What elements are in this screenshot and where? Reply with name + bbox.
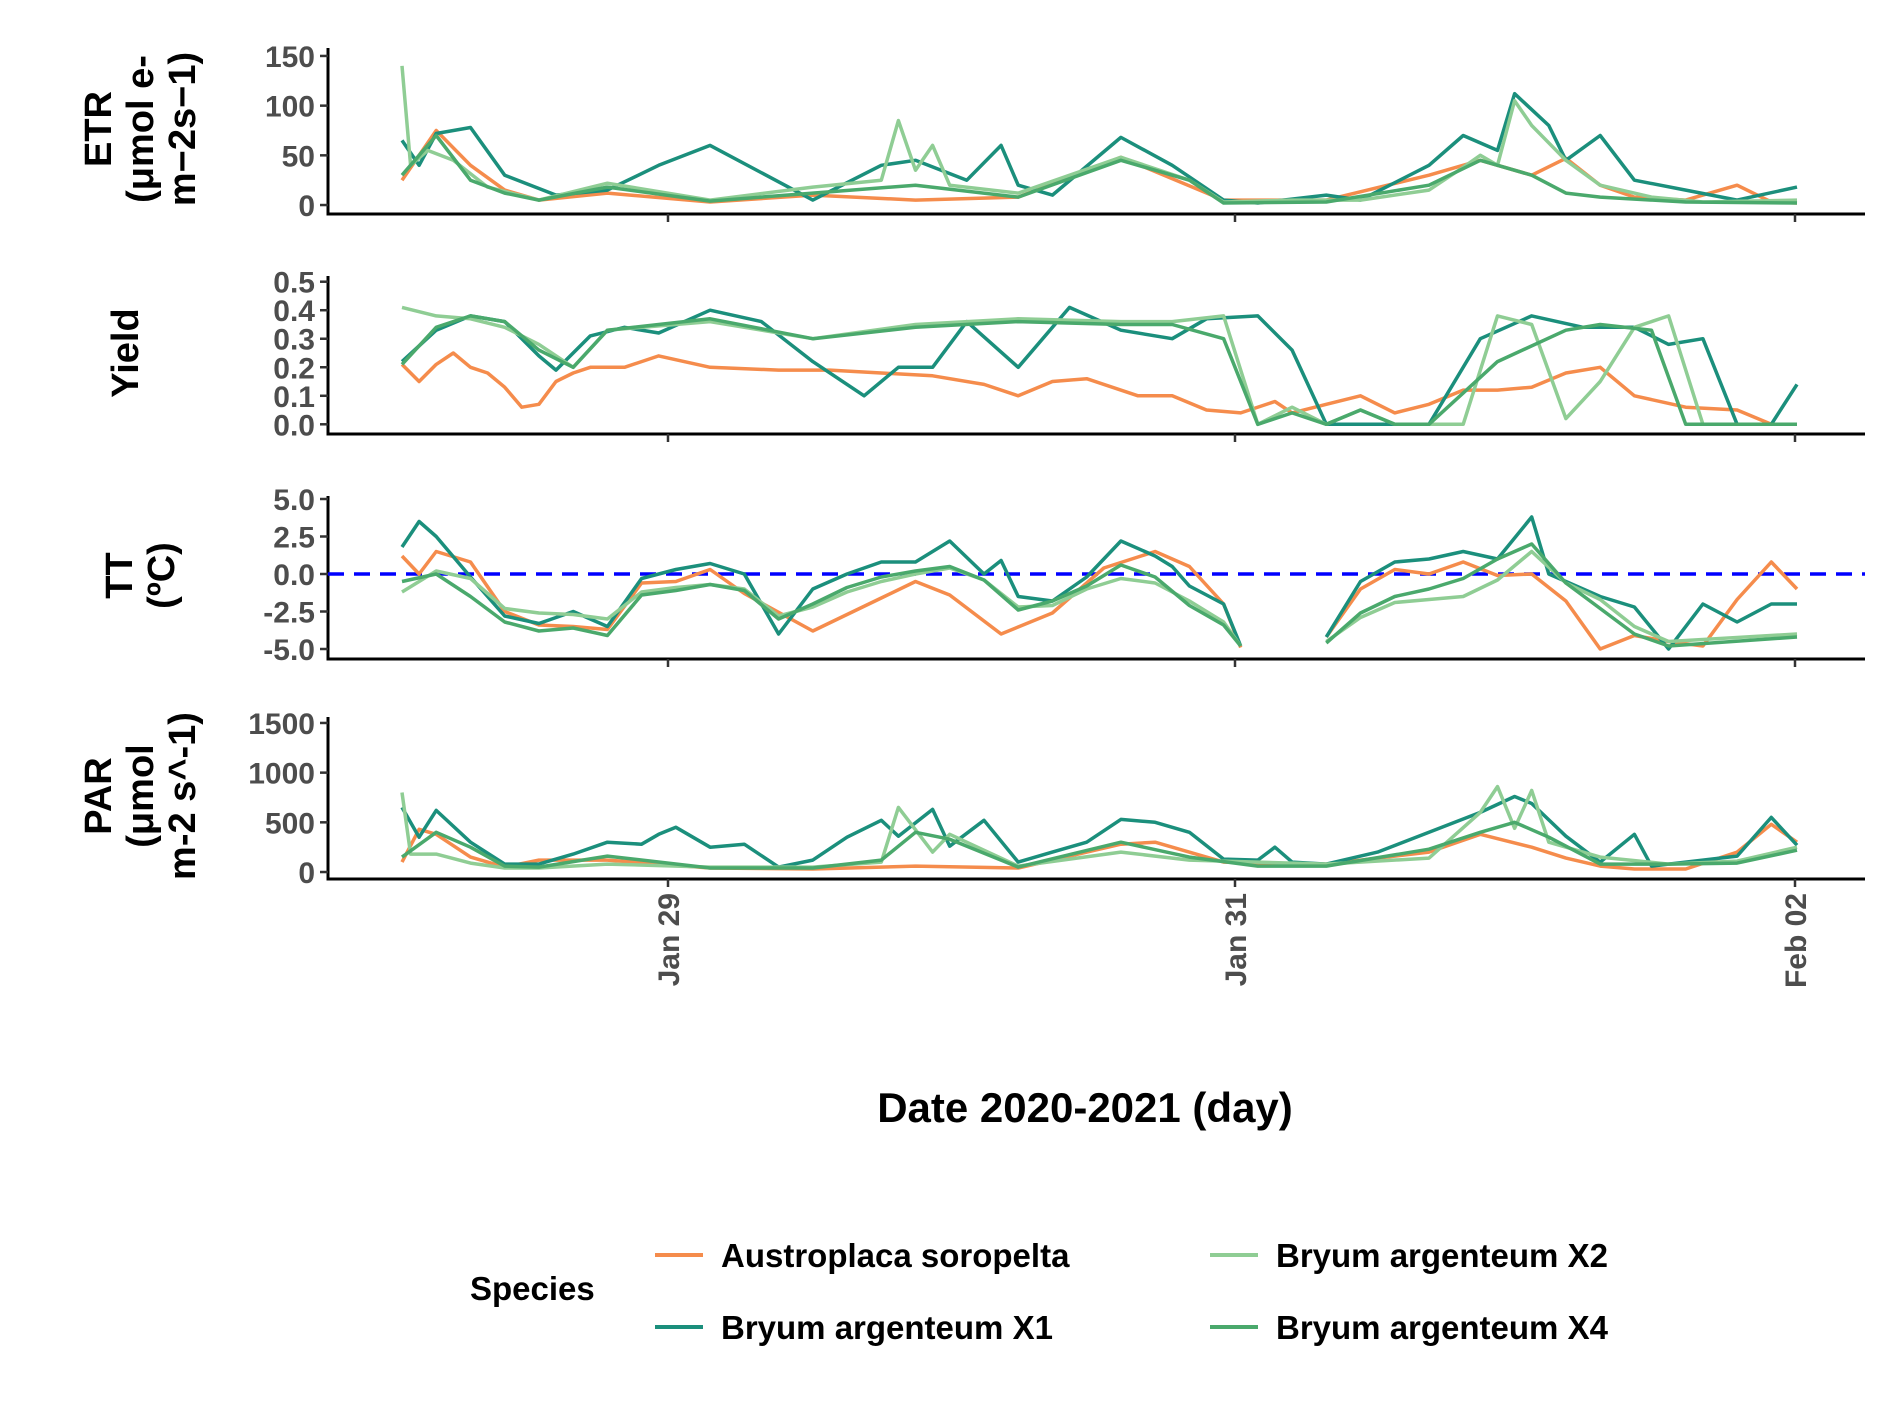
shared-x-axis: Jan 29 Jan 31 Feb 02	[653, 893, 1813, 988]
series-line-bryum-argenteum-x4	[400, 820, 1798, 870]
series-line-bryum-argenteum-x1	[400, 794, 1799, 869]
y-tick-label: 0.2	[273, 352, 315, 385]
y-tick-label: 0	[298, 857, 315, 890]
y-tick-label: 0.1	[273, 381, 315, 414]
y-tick-label: 500	[265, 807, 315, 840]
y-tick-label: 1500	[248, 708, 315, 741]
legend-title: Species	[470, 1270, 595, 1307]
series-line-bryum-argenteum-x1	[400, 305, 1799, 427]
y-tick-label: 5.0	[273, 484, 315, 517]
x-axis-title: Date 2020-2021 (day)	[877, 1084, 1293, 1131]
legend: Species Austroplaca soropelta Bryum argen…	[470, 1237, 1609, 1346]
panel-etr-y-label: ETR(μmol e-m−2s−1)	[78, 52, 204, 206]
x-tick-label: Jan 29	[653, 893, 686, 986]
series-line-bryum-argenteum-x2	[401, 549, 1798, 648]
y-label-line: (ºC)	[141, 542, 183, 609]
x-tick-label: Jan 31	[1220, 893, 1253, 986]
y-label-line: (μmol	[120, 744, 162, 847]
y-tick-label: 0.0	[273, 559, 315, 592]
panel-yield-y-label: Yield	[105, 308, 147, 397]
y-tick-label: -2.5	[263, 597, 315, 630]
y-tick-label: 50	[282, 140, 315, 173]
series-line-austroplaca-soropelta	[400, 351, 1772, 426]
x-tick-label: Feb 02	[1780, 893, 1813, 988]
panels: ETR(μmol e-m−2s−1)050100150Yield0.00.10.…	[78, 41, 1865, 890]
series-line-bryum-argenteum-x1	[400, 515, 1797, 651]
panel-tt: TT(ºC) 5.0 2.5 0.0 -2.5 -5.0	[99, 484, 1865, 667]
y-label-line: m−2s−1)	[162, 52, 204, 206]
panel-par-y-label: PAR(μmolm-2 s^-1)	[78, 712, 204, 880]
y-label-line: PAR	[78, 757, 120, 834]
y-tick-label: 0.4	[273, 295, 315, 328]
y-tick-label: 100	[265, 91, 315, 124]
y-label-line: Yield	[105, 308, 147, 397]
panel-etr: ETR(μmol e-m−2s−1) 0 50 100 150	[78, 41, 1865, 223]
y-label-line: ETR	[78, 91, 120, 167]
legend-label: Austroplaca soropelta	[721, 1237, 1070, 1274]
y-tick-label: 0.3	[273, 324, 315, 357]
y-tick-label: 0	[298, 190, 315, 223]
y-label-line: (μmol e-	[120, 55, 162, 203]
y-tick-label: 1000	[248, 758, 315, 791]
series-line-bryum-argenteum-x4	[401, 542, 1798, 648]
y-tick-label: 2.5	[273, 522, 315, 555]
panel-par: PAR(μmolm-2 s^-1) 0 500 1000 1500	[78, 708, 1865, 890]
series-line-bryum-argenteum-x4	[400, 314, 1797, 427]
legend-label: Bryum argenteum X4	[1276, 1309, 1609, 1346]
y-tick-label: -5.0	[263, 634, 315, 667]
y-label-line: m-2 s^-1)	[162, 712, 204, 880]
series-line-bryum-argenteum-x4	[400, 133, 1798, 205]
panel-yield: Yield 0.00.10.20.30.40.5	[105, 267, 1865, 442]
legend-label: Bryum argenteum X1	[721, 1309, 1053, 1346]
y-tick-label: 150	[265, 41, 315, 74]
y-tick-label: 0.5	[273, 267, 315, 300]
panel-tt-y-label: TT(ºC)	[99, 542, 183, 609]
y-tick-label: 0.0	[273, 409, 315, 442]
legend-label: Bryum argenteum X2	[1276, 1237, 1608, 1274]
y-label-line: TT	[99, 552, 141, 598]
